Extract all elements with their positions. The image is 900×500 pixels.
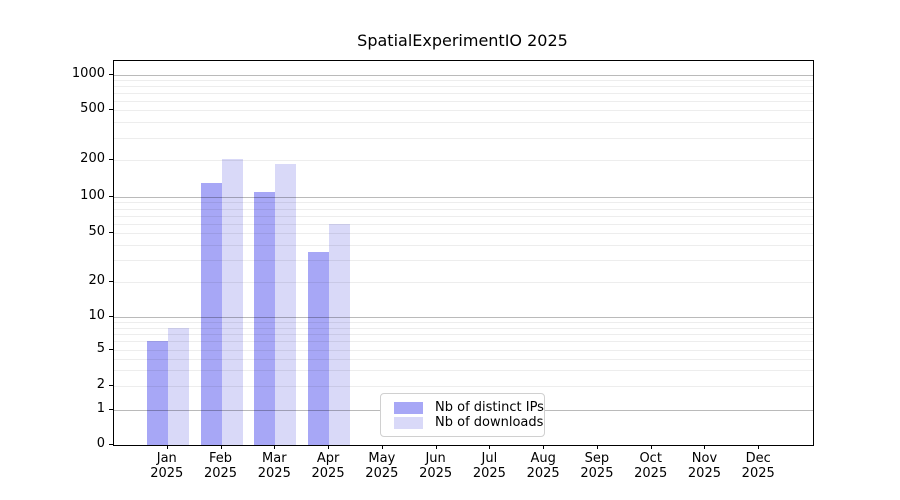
x-tick-label: Apr 2025 bbox=[311, 451, 345, 481]
y-tick-label: 2 bbox=[96, 377, 105, 392]
y-tick-label: 20 bbox=[88, 273, 105, 288]
x-tick-mark bbox=[435, 445, 437, 449]
x-tick-label: Sep 2025 bbox=[580, 451, 614, 481]
x-tick-mark bbox=[650, 445, 652, 449]
bar-apr-distinct-ips bbox=[308, 252, 330, 445]
y-tick-label: 1 bbox=[96, 401, 105, 416]
minor-gridline bbox=[114, 233, 813, 234]
x-tick-label: Jul 2025 bbox=[472, 451, 506, 481]
minor-gridline bbox=[114, 322, 813, 324]
minor-gridline bbox=[114, 160, 813, 161]
y-tick-mark bbox=[109, 159, 113, 160]
major-gridline bbox=[114, 317, 813, 318]
x-tick-mark bbox=[274, 445, 276, 449]
y-tick-mark bbox=[109, 316, 113, 317]
legend: Nb of distinct IPs Nb of downloads bbox=[380, 393, 545, 437]
bar-mar-distinct-ips bbox=[254, 191, 276, 445]
y-tick-label: 5 bbox=[96, 341, 105, 356]
x-tick-mark bbox=[489, 445, 491, 449]
x-tick-mark bbox=[381, 445, 383, 449]
y-tick-mark bbox=[109, 109, 113, 110]
y-tick-mark bbox=[109, 232, 113, 233]
bar-mar-downloads bbox=[275, 164, 297, 445]
minor-gridline bbox=[114, 202, 813, 204]
minor-gridline bbox=[114, 341, 813, 343]
bar-feb-downloads bbox=[221, 158, 243, 445]
minor-gridline bbox=[114, 86, 813, 88]
x-tick-label: Oct 2025 bbox=[634, 451, 668, 481]
minor-gridline bbox=[114, 122, 813, 124]
y-tick-label: 100 bbox=[80, 188, 105, 203]
y-tick-label: 10 bbox=[88, 308, 105, 323]
y-tick-mark bbox=[109, 281, 113, 282]
chart-title: SpatialExperimentIO 2025 bbox=[357, 31, 568, 50]
minor-gridline bbox=[114, 327, 813, 329]
y-tick-mark bbox=[109, 196, 113, 197]
minor-gridline bbox=[114, 100, 813, 102]
minor-gridline bbox=[114, 137, 813, 139]
legend-item-downloads: Nb of downloads bbox=[394, 415, 543, 430]
bar-jan-downloads bbox=[167, 327, 189, 445]
minor-gridline bbox=[114, 386, 813, 387]
y-tick-label: 1000 bbox=[71, 66, 105, 81]
major-gridline bbox=[114, 75, 813, 76]
minor-gridline bbox=[114, 208, 813, 210]
minor-gridline bbox=[114, 333, 813, 335]
x-tick-mark bbox=[328, 445, 330, 449]
legend-swatch-distinct-ips bbox=[394, 401, 423, 414]
x-tick-label: Aug 2025 bbox=[526, 451, 560, 481]
bar-feb-distinct-ips bbox=[200, 182, 222, 445]
y-tick-label: 50 bbox=[88, 224, 105, 239]
minor-gridline bbox=[114, 80, 813, 82]
plot-area: Nb of distinct IPs Nb of downloads bbox=[113, 60, 814, 446]
legend-label-downloads: Nb of downloads bbox=[435, 415, 544, 430]
minor-gridline bbox=[114, 110, 813, 111]
y-tick-label: 0 bbox=[96, 436, 105, 451]
minor-gridline bbox=[114, 358, 813, 360]
major-gridline bbox=[114, 197, 813, 198]
x-tick-mark bbox=[220, 445, 222, 449]
x-tick-mark bbox=[166, 445, 168, 449]
minor-gridline bbox=[114, 223, 813, 225]
legend-item-distinct-ips: Nb of distinct IPs bbox=[394, 400, 544, 415]
y-tick-mark bbox=[109, 349, 113, 350]
x-tick-label: Jun 2025 bbox=[419, 451, 453, 481]
grid-layer bbox=[114, 61, 813, 445]
minor-gridline bbox=[114, 282, 813, 283]
x-tick-mark bbox=[596, 445, 598, 449]
y-tick-mark bbox=[109, 74, 113, 75]
x-tick-label: Mar 2025 bbox=[257, 451, 291, 481]
minor-gridline bbox=[114, 370, 813, 372]
x-tick-mark bbox=[704, 445, 706, 449]
bars-layer bbox=[114, 61, 813, 445]
minor-gridline bbox=[114, 215, 813, 217]
x-tick-label: Jan 2025 bbox=[150, 451, 184, 481]
minor-gridline bbox=[114, 93, 813, 94]
x-tick-mark bbox=[543, 445, 545, 449]
x-tick-label: May 2025 bbox=[365, 451, 399, 481]
y-tick-label: 200 bbox=[80, 151, 105, 166]
y-tick-mark bbox=[109, 409, 113, 410]
x-tick-label: Nov 2025 bbox=[687, 451, 721, 481]
minor-gridline bbox=[114, 244, 813, 246]
minor-gridline bbox=[114, 350, 813, 351]
legend-swatch-downloads bbox=[394, 416, 423, 429]
legend-label-distinct-ips: Nb of distinct IPs bbox=[435, 400, 544, 415]
bar-jan-distinct-ips bbox=[146, 341, 168, 445]
x-tick-label: Feb 2025 bbox=[203, 451, 238, 481]
y-tick-label: 500 bbox=[80, 101, 105, 116]
minor-gridline bbox=[114, 260, 813, 262]
y-tick-mark bbox=[109, 385, 113, 386]
bar-apr-downloads bbox=[329, 223, 351, 445]
x-tick-mark bbox=[758, 445, 760, 449]
x-tick-label: Dec 2025 bbox=[741, 451, 775, 481]
y-tick-mark bbox=[109, 444, 113, 445]
